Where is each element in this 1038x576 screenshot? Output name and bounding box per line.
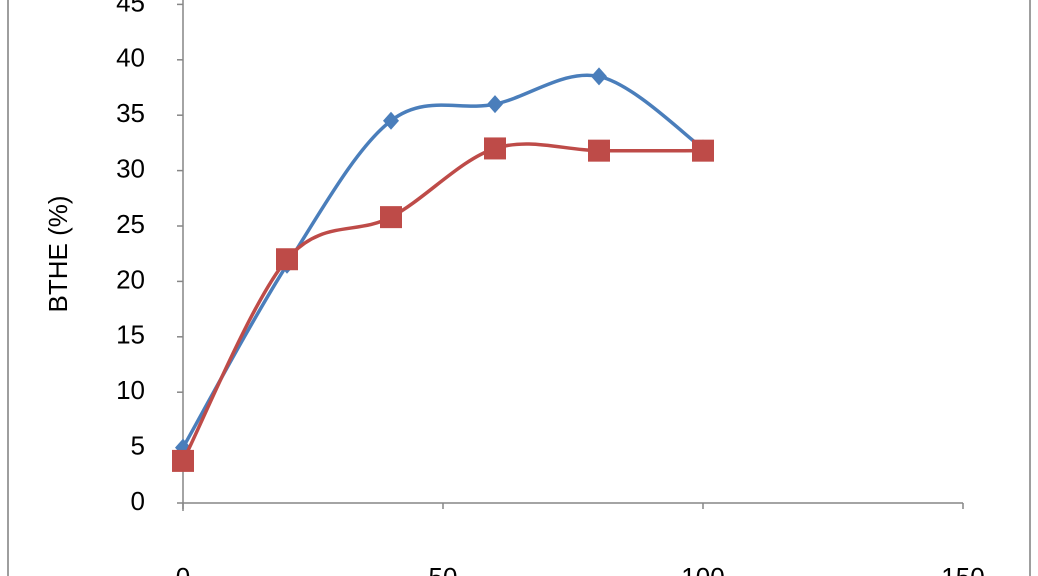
x-tick-label: 100 <box>681 562 724 576</box>
y-tick-label: 45 <box>116 0 145 17</box>
x-tick-label: 0 <box>176 562 190 576</box>
marker <box>692 139 714 162</box>
marker <box>591 67 607 86</box>
y-tick-label: 15 <box>116 320 145 350</box>
x-tick-label: 50 <box>429 562 458 576</box>
x-tick-label: 150 <box>941 562 984 576</box>
y-tick-label: 35 <box>116 98 145 128</box>
marker <box>380 206 402 229</box>
y-tick-label: 30 <box>116 153 145 183</box>
y-tick-label: 25 <box>116 209 145 239</box>
y-tick-label: 10 <box>116 375 145 405</box>
marker <box>487 95 503 114</box>
y-tick-label: 20 <box>116 264 145 294</box>
marker <box>276 248 298 271</box>
y-tick-label: 5 <box>131 430 145 460</box>
marker <box>484 137 506 160</box>
y-axis-label: BTHE (%) <box>43 196 73 313</box>
chart-frame <box>7 0 1031 576</box>
series-line <box>181 73 705 449</box>
marker <box>588 139 610 162</box>
marker <box>383 111 399 130</box>
y-tick-label: 40 <box>116 43 145 73</box>
y-tick-label: 0 <box>131 486 145 516</box>
marker <box>172 449 194 472</box>
